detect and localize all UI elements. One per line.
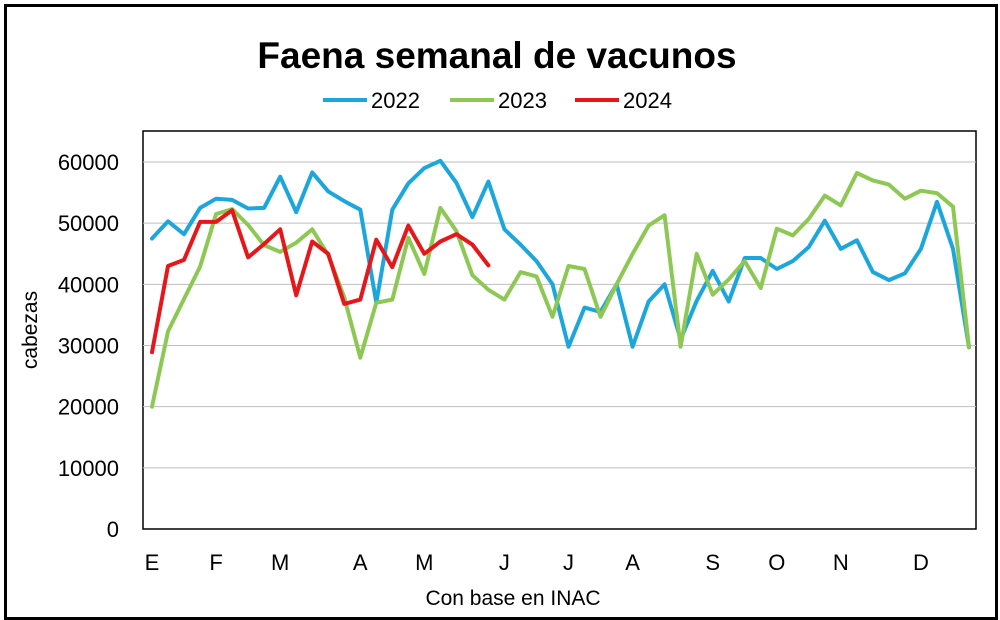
series-line-2022 [150, 158, 971, 350]
gridlines [143, 161, 976, 469]
plot-area [142, 130, 977, 530]
series-line-2023 [150, 171, 971, 409]
y-tick-label: 0 [107, 517, 119, 542]
x-tick-label: A [625, 550, 640, 575]
legend-label-2024: 2024 [623, 88, 672, 113]
x-axis-label: Con base en INAC [425, 587, 600, 610]
x-tick-label: F [209, 550, 222, 575]
legend-label-2022: 2022 [371, 88, 420, 113]
chart-svg: Faena semanal de vacunos 2022 2023 2024 0 1… [19, 35, 977, 610]
y-axis-ticks: 0 10000 20000 30000 40000 50000 60000 [58, 150, 119, 542]
x-tick-label: D [913, 550, 929, 575]
y-tick-label: 10000 [58, 456, 119, 481]
chart-title: Faena semanal de vacunos [257, 35, 736, 76]
legend-label-2023: 2023 [498, 88, 547, 113]
y-tick-label: 60000 [58, 150, 119, 175]
x-tick-label: S [705, 550, 720, 575]
y-tick-label: 20000 [58, 395, 119, 420]
x-tick-label: E [145, 550, 160, 575]
y-tick-label: 30000 [58, 334, 119, 359]
x-tick-label: J [499, 550, 510, 575]
legend: 2022 2023 2024 [323, 88, 672, 113]
series-line-2024 [150, 208, 491, 355]
y-axis-label: cabezas [19, 291, 42, 369]
y-tick-label: 50000 [58, 211, 119, 236]
y-tick-label: 40000 [58, 272, 119, 297]
x-tick-label: O [768, 550, 785, 575]
x-tick-label: J [563, 550, 574, 575]
x-tick-label: A [353, 550, 368, 575]
x-tick-label: M [415, 550, 433, 575]
chart-frame: Faena semanal de vacunos 2022 2023 2024 0 1… [4, 4, 998, 620]
x-tick-label: N [833, 550, 849, 575]
series-lines [150, 158, 971, 409]
x-tick-label: M [271, 550, 289, 575]
